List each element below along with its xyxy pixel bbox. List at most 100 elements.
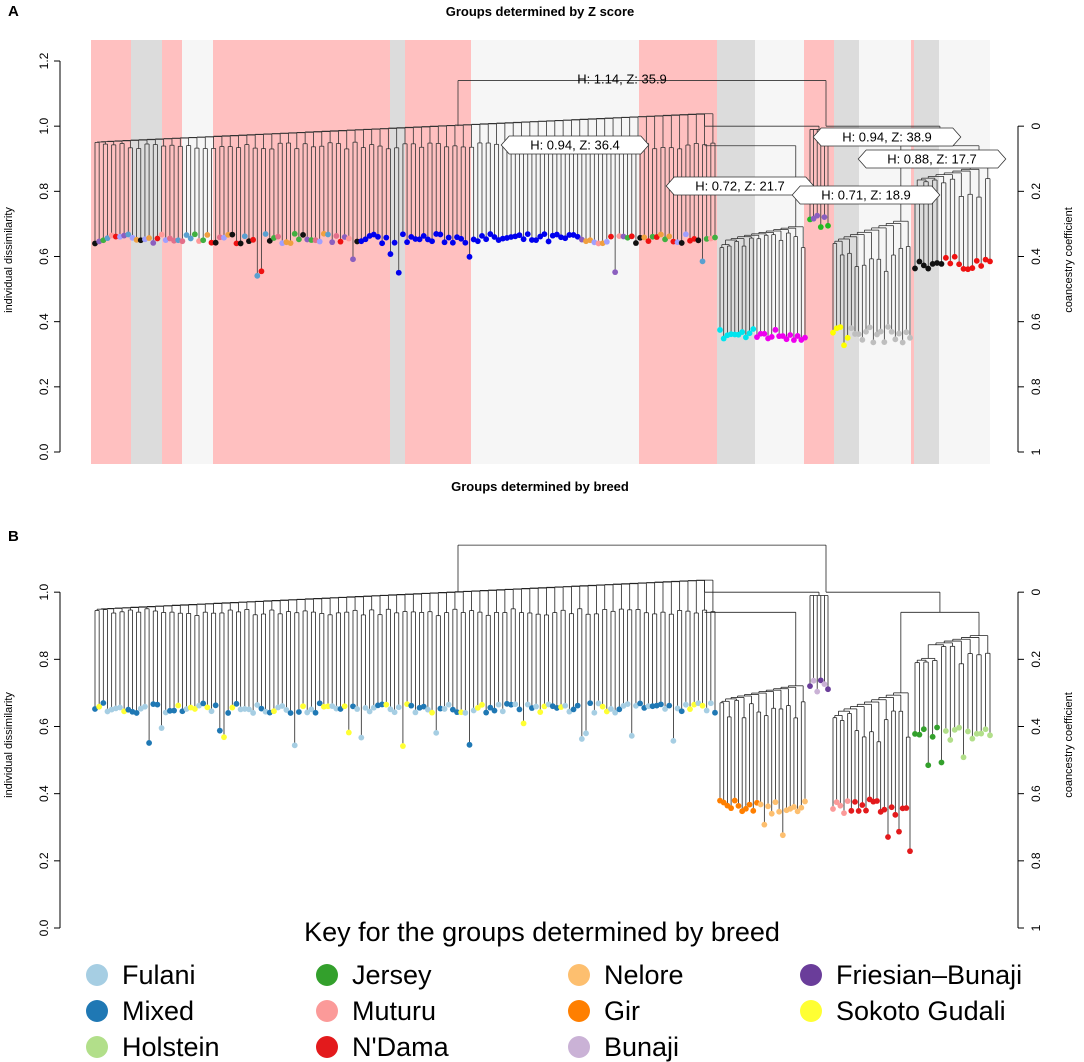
leaf-point bbox=[499, 708, 506, 715]
leaf-point bbox=[987, 258, 993, 265]
leaf-point bbox=[603, 238, 610, 245]
node-annotation: H: 1.14, Z: 35.9 bbox=[577, 72, 667, 87]
legend-item: Friesian–Bunaji bbox=[800, 961, 1022, 989]
leaf-point bbox=[583, 730, 589, 737]
annotation-box bbox=[857, 149, 1007, 169]
leaf-point bbox=[183, 232, 190, 238]
legend-swatch bbox=[568, 1000, 590, 1022]
leaf-point bbox=[191, 706, 198, 712]
leaf-point bbox=[216, 727, 223, 734]
z-group-band bbox=[471, 40, 639, 464]
leaf-point bbox=[291, 230, 298, 237]
leaf-point bbox=[104, 235, 111, 242]
panel-a: A Groups determined by Z score H: 1.14, … bbox=[3, 3, 1075, 464]
leaf-point bbox=[312, 709, 319, 716]
leaf-point bbox=[337, 238, 344, 245]
leaf-point bbox=[283, 707, 290, 713]
leaf-point bbox=[416, 236, 423, 243]
leaf-point bbox=[470, 707, 477, 714]
leaf-point bbox=[375, 233, 381, 240]
legend-item: Muturu bbox=[316, 997, 436, 1025]
annotation-box bbox=[500, 135, 650, 155]
leaf-point bbox=[570, 706, 577, 713]
leaf-point bbox=[703, 707, 710, 714]
leaf-point bbox=[424, 706, 431, 713]
node-annotation: H: 0.94, Z: 36.4 bbox=[530, 138, 620, 153]
leaf-point bbox=[855, 331, 862, 338]
leaf-point bbox=[754, 334, 760, 340]
leaf-point bbox=[479, 701, 485, 708]
z-group-band bbox=[914, 40, 939, 464]
legend-label: Muturu bbox=[352, 996, 437, 1026]
leaf-point bbox=[969, 735, 976, 742]
leaf-point bbox=[633, 240, 639, 246]
leaf-point bbox=[768, 810, 775, 817]
legend-label: Jersey bbox=[352, 960, 432, 990]
leaf-point bbox=[888, 804, 895, 811]
leaf-point bbox=[859, 802, 866, 808]
leaf-point bbox=[731, 797, 738, 804]
leaf-point bbox=[662, 236, 668, 243]
leaf-point bbox=[408, 702, 415, 709]
panel-a-tick-label-left: 0.2 bbox=[37, 378, 51, 395]
leaf-point bbox=[295, 236, 302, 243]
leaf-point bbox=[287, 240, 294, 247]
leaf-point bbox=[229, 704, 236, 711]
leaf-point bbox=[250, 710, 257, 716]
leaf-point bbox=[750, 807, 757, 814]
leaf-point bbox=[855, 808, 862, 814]
leaf-point bbox=[524, 231, 531, 238]
leaf-point bbox=[333, 705, 340, 712]
leaf-point bbox=[817, 677, 824, 684]
leaf-point bbox=[533, 237, 539, 244]
leaf-point bbox=[912, 265, 918, 272]
leaf-point bbox=[412, 236, 419, 242]
leaf-point bbox=[420, 703, 427, 710]
leaf-point bbox=[662, 706, 668, 712]
leaf-point bbox=[362, 704, 369, 711]
panel-b-ylabel-right: coancestry coefficient bbox=[1063, 692, 1075, 798]
leaf-point bbox=[271, 708, 277, 715]
leaf-point bbox=[300, 703, 306, 710]
panel-a-tick-label-left: 0.8 bbox=[37, 183, 51, 200]
leaf-point bbox=[553, 231, 560, 238]
leaf-point bbox=[742, 334, 749, 341]
leaf-point bbox=[791, 804, 797, 810]
legend-label: Sokoto Gudali bbox=[836, 996, 1006, 1026]
leaf-point bbox=[466, 741, 473, 748]
leaf-point bbox=[437, 705, 444, 712]
leaf-point bbox=[821, 214, 828, 221]
leaf-point bbox=[814, 688, 821, 695]
leaf-point bbox=[612, 269, 619, 276]
leaf-point bbox=[612, 709, 619, 716]
leaf-point bbox=[817, 224, 824, 230]
leaf-point bbox=[133, 710, 140, 716]
leaf-point bbox=[649, 233, 656, 240]
leaf-point bbox=[595, 700, 602, 707]
leaf-point bbox=[466, 253, 473, 260]
leaf-point bbox=[833, 799, 840, 806]
leaf-point bbox=[246, 706, 252, 713]
legend-swatch bbox=[800, 964, 822, 986]
legend-item: Jersey bbox=[316, 961, 432, 989]
leaf-point bbox=[978, 730, 985, 737]
leaf-point bbox=[508, 701, 515, 708]
leaf-point bbox=[658, 231, 664, 238]
leaf-point bbox=[491, 707, 498, 714]
leaf-point bbox=[742, 805, 749, 812]
panel-a-tick-label-left: 1.2 bbox=[37, 52, 51, 69]
leaf-point bbox=[474, 238, 481, 245]
legend-swatch bbox=[86, 1036, 108, 1058]
panel-a-tick-label-left: 1.0 bbox=[37, 118, 51, 135]
panel-b-title: Groups determined by breed bbox=[451, 479, 629, 494]
leaf-point bbox=[960, 265, 967, 272]
leaf-point bbox=[212, 702, 219, 709]
leaf-point bbox=[133, 236, 140, 243]
leaf-point bbox=[117, 704, 123, 711]
node-annotation: H: 0.94, Z: 38.9 bbox=[842, 130, 932, 145]
leaf-point bbox=[885, 323, 891, 330]
leaf-point bbox=[916, 258, 923, 265]
z-group-bands bbox=[91, 40, 990, 464]
leaf-point bbox=[125, 231, 132, 238]
legend-label: Nelore bbox=[604, 960, 684, 990]
